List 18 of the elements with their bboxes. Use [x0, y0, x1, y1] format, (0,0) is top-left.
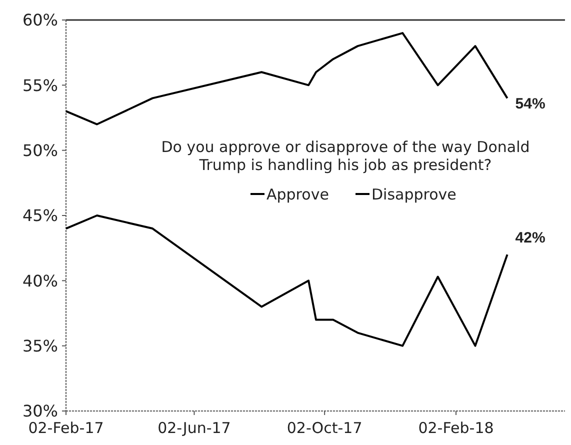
y-tick-label: 60% [22, 10, 58, 30]
legend-label: Approve [266, 185, 329, 204]
y-tick-label: 30% [22, 402, 58, 421]
x-tick-label: 02-Feb-17 [28, 419, 104, 437]
y-tick-label: 50% [22, 140, 58, 160]
x-tick-label: 02-Oct-17 [286, 419, 362, 437]
x-tick-label: 02-Feb-18 [418, 419, 494, 437]
data-label: 42% [515, 230, 546, 247]
line-series [65, 32, 508, 126]
y-tick-label: 45% [22, 206, 58, 226]
legend-label: Disapprove [372, 185, 456, 204]
y-tick-label: 35% [22, 336, 58, 356]
data-label: 54% [515, 96, 546, 113]
x-tick-label: 02-Jun-17 [158, 419, 231, 437]
y-tick-label: 40% [22, 271, 58, 290]
y-tick-label: 55% [22, 76, 58, 95]
annotation: Do you approve or disapprove of the way Donald Trump is handling his job as president? [161, 138, 530, 174]
line-series [65, 214, 508, 347]
